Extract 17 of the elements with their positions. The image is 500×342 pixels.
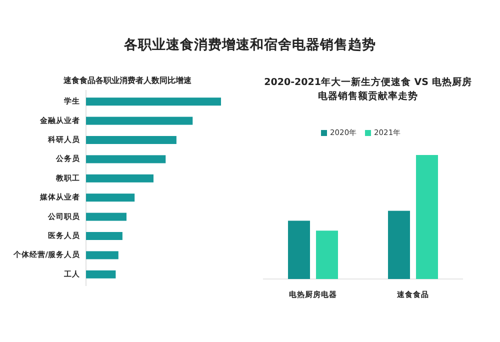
chart-subtitle: 速食食品各职业消费者人数同比增速 <box>62 75 192 86</box>
bar <box>416 155 438 279</box>
bar <box>86 174 154 182</box>
chart-title: 2020-2021年大一新生方便速食 VS 电热厨房电器销售额贡献率走势 <box>263 76 473 104</box>
bar <box>316 230 338 279</box>
bar <box>86 194 135 202</box>
text: 各职业速食消费增速和宿舍电器销售趋势 <box>122 36 377 54</box>
bar <box>86 155 166 164</box>
bar <box>86 136 176 144</box>
bar <box>86 98 221 106</box>
bar <box>86 212 126 221</box>
bar <box>86 116 193 125</box>
bar <box>388 210 410 279</box>
bar <box>86 251 118 260</box>
bar <box>288 220 310 279</box>
bar <box>86 270 116 278</box>
bar <box>86 232 122 240</box>
